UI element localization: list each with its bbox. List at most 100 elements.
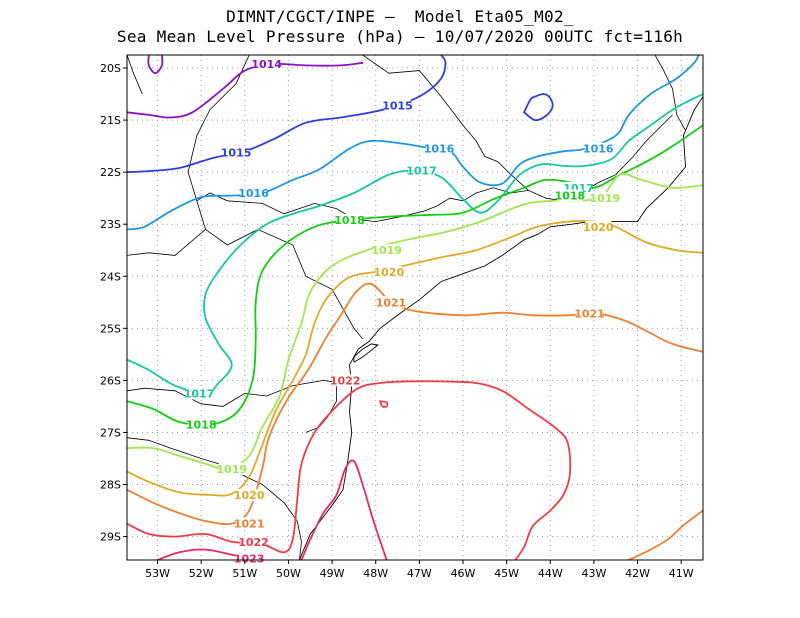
isobar-label-background (576, 307, 603, 320)
isobar-label-1015: 1015 (382, 100, 413, 113)
isobar-label-1018: 1018 (186, 419, 217, 432)
isobar-label-1019: 1019 (216, 463, 247, 476)
y-tick-label: 27S (100, 426, 121, 439)
isobar-label-background (375, 266, 402, 279)
isobar-1020 (127, 220, 703, 497)
y-tick-label: 20S (100, 62, 121, 75)
isobar-label-1019: 1019 (590, 192, 621, 205)
isobar-label-1022: 1022 (330, 374, 361, 387)
isobar-label-1014: 1014 (251, 58, 282, 71)
x-tick-label: 52W (189, 567, 214, 580)
isobar-label-1019: 1019 (371, 244, 402, 257)
isobar-label-background (585, 220, 612, 233)
x-tick-label: 41W (669, 567, 694, 580)
isobar-label-1018: 1018 (555, 190, 586, 203)
isobar-1021 (627, 509, 703, 560)
isobar-label-1022: 1022 (238, 536, 269, 549)
y-tick-label: 23S (100, 218, 121, 231)
x-tick-label: 53W (145, 567, 170, 580)
isobar-label-1015: 1015 (221, 146, 252, 159)
state-boundary (187, 55, 363, 339)
isobar-1022 (379, 400, 389, 408)
isobar-label-background (236, 488, 263, 501)
y-tick-label: 22S (100, 166, 121, 179)
isobar-label-1016: 1016 (424, 143, 455, 156)
isobar-1022 (127, 380, 572, 560)
isobar-label-background (426, 142, 452, 155)
state-boundary (362, 55, 529, 191)
state-boundary (196, 114, 673, 223)
isobar-label-background (186, 387, 212, 400)
isobar-label-background (253, 57, 280, 70)
x-tick-label: 47W (407, 567, 432, 580)
y-tick-label: 25S (100, 322, 121, 335)
y-tick-label: 21S (100, 114, 121, 127)
isobar-label-background (223, 146, 250, 159)
x-tick-label: 42W (625, 567, 650, 580)
state-boundary (654, 55, 686, 131)
isobar-label-1020: 1020 (583, 221, 614, 234)
y-tick-label: 26S (100, 374, 121, 387)
isobar-label-background (240, 535, 267, 548)
chart-title-line-2: Sea Mean Level Pressure (hPa) – 10/07/20… (116, 27, 684, 46)
y-axis-ticks: 20S 21S 22S 23S 24S 25S 26S 27S 28S 29S (100, 62, 127, 544)
grid-lines (127, 55, 703, 560)
isobar-label-1021: 1021 (574, 308, 605, 321)
y-tick-label: 24S (100, 270, 121, 283)
state-boundary (127, 379, 350, 407)
x-tick-label: 51W (232, 567, 257, 580)
isobars (127, 55, 703, 560)
coastline (298, 96, 703, 560)
isobar-1023 (300, 459, 388, 560)
isobar-label-1021: 1021 (376, 296, 407, 309)
isobar-1014 (127, 61, 364, 119)
isobar-label-1016: 1016 (583, 143, 614, 156)
isobar-1016 (127, 55, 700, 231)
isobar-label-background (332, 374, 359, 387)
isobar-label-background (236, 517, 263, 530)
isobar-label-1020: 1020 (374, 266, 405, 279)
x-tick-label: 48W (363, 567, 388, 580)
y-tick-label: 29S (100, 531, 121, 544)
isobar-label-1020: 1020 (234, 489, 265, 502)
isobar-label-background (556, 189, 583, 202)
isobar-1021 (127, 282, 703, 526)
x-axis-ticks: 53W 52W 51W 50W 49W 48W 47W 46W 45W 44W 43W 42W 41W (145, 560, 694, 580)
isobar-label-background (585, 142, 612, 155)
isobar-label-background (188, 418, 215, 431)
x-tick-label: 44W (538, 567, 563, 580)
isobar-label-1016: 1016 (238, 187, 269, 200)
isobar-1017 (127, 93, 703, 395)
isobar-label-background (236, 552, 263, 565)
state-boundary (127, 55, 143, 95)
x-tick-label: 45W (494, 567, 519, 580)
lagoon-outline (353, 343, 379, 363)
isobar-label-1017: 1017 (406, 165, 437, 178)
map-boundaries (127, 55, 703, 560)
isobar-label-background (218, 462, 245, 475)
isobar-label-1018: 1018 (334, 214, 365, 227)
y-tick-label: 28S (100, 479, 121, 492)
x-tick-label: 49W (320, 567, 345, 580)
isobar-1015 (523, 93, 554, 122)
x-tick-label: 50W (276, 567, 301, 580)
isobar-label-background (408, 164, 435, 177)
state-boundary (127, 437, 302, 560)
isobar-label-1021: 1021 (234, 518, 265, 531)
isobar-1015 (127, 55, 447, 173)
x-tick-label: 43W (581, 567, 606, 580)
plot-frame (126, 54, 704, 561)
isobar-label-background (591, 192, 618, 205)
isobar-label-background (378, 296, 404, 309)
isobar-label-background (373, 244, 400, 257)
x-tick-label: 46W (451, 567, 476, 580)
chart-title-line-1: DIMNT/CGCT/INPE – Model Eta05_M02_ (226, 7, 574, 26)
isobar-label-background (336, 214, 363, 227)
isobar-label-background (384, 99, 411, 112)
isobar-label-1017: 1017 (184, 387, 215, 400)
isobar-1014 (147, 55, 164, 75)
isobar-label-background (240, 186, 267, 199)
isobar-label-1023: 1023 (234, 552, 265, 565)
